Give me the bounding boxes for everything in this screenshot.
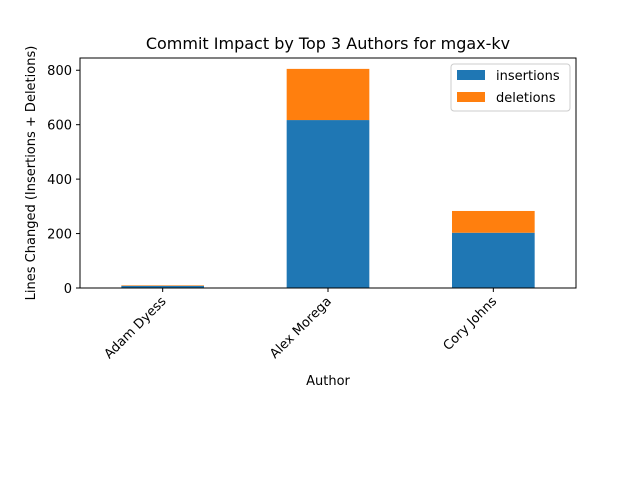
bar-deletions-alex-morega	[286, 68, 370, 121]
y-tick-label: 0	[64, 282, 72, 297]
y-tick-label: 800	[47, 64, 72, 79]
legend-label-deletions: deletions	[496, 91, 556, 106]
bar-insertions-adam-dyess	[121, 285, 204, 288]
chart-title: Commit Impact by Top 3 Authors for mgax-…	[146, 34, 510, 53]
bar-deletions-adam-dyess	[121, 285, 204, 286]
y-axis-label: Lines Changed (Insertions + Deletions)	[24, 46, 39, 301]
y-tick-label: 600	[47, 119, 72, 134]
y-tick-label: 400	[47, 173, 72, 188]
x-axis-label: Author	[306, 374, 350, 389]
bar-insertions-cory-johns	[452, 232, 535, 288]
y-tick-label: 200	[47, 228, 72, 243]
legend-swatch-deletions	[457, 92, 485, 102]
y-axis: 0 200 400 600 800	[47, 64, 80, 297]
bar-insertions-alex-morega	[286, 120, 370, 288]
legend: insertions deletions	[450, 63, 571, 112]
legend-label-insertions: insertions	[496, 69, 560, 84]
bars-group	[121, 68, 535, 288]
legend-swatch-insertions	[457, 70, 485, 80]
bar-deletions-cory-johns	[452, 210, 535, 233]
